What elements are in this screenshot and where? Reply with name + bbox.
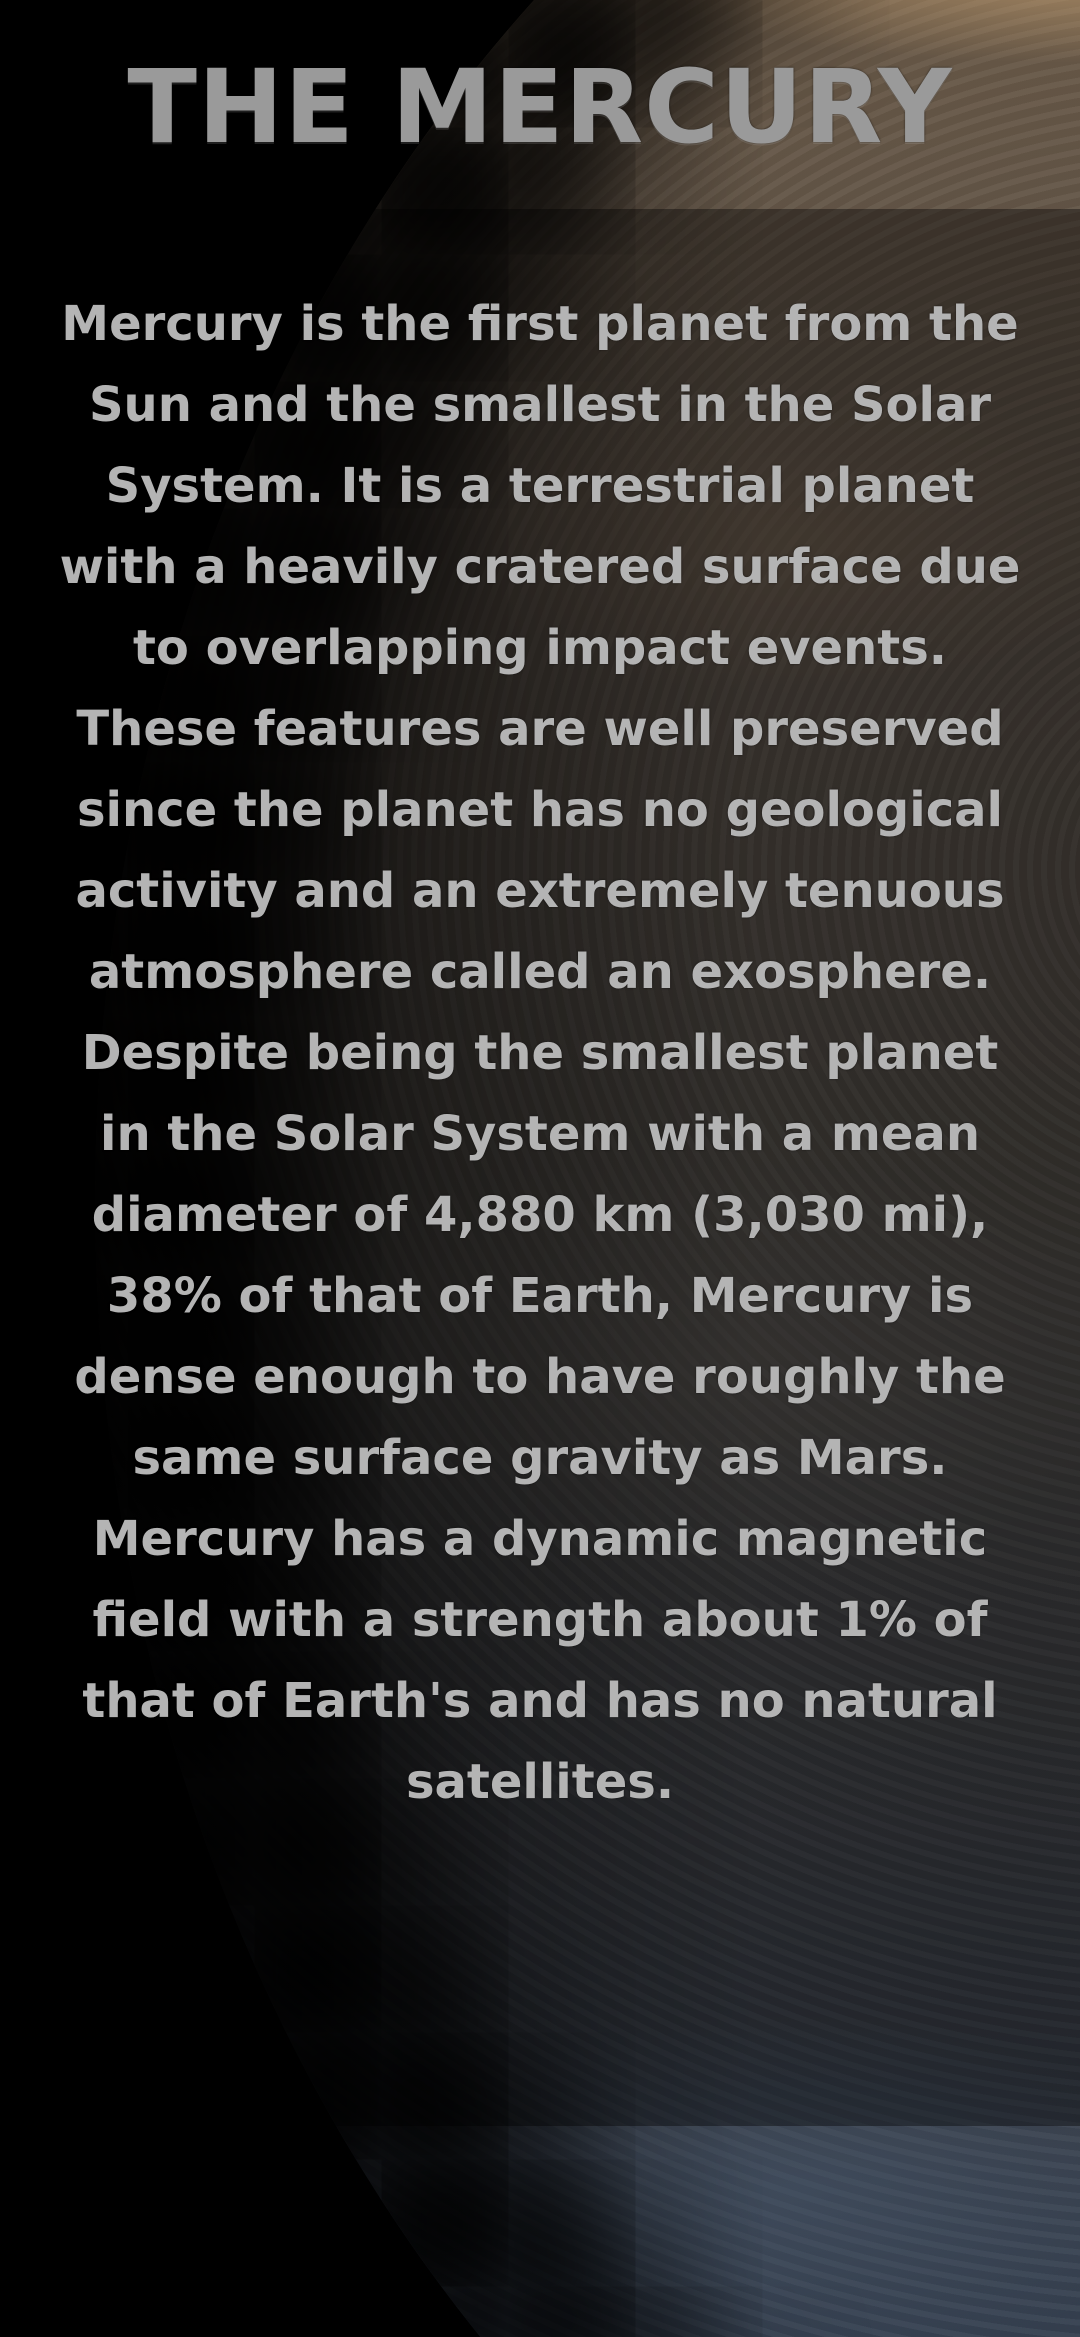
page-title: THE MERCURY [127,48,953,167]
description-text: Mercury is the first planet from the Sun… [59,296,1021,1810]
text-panel [0,209,1080,2126]
